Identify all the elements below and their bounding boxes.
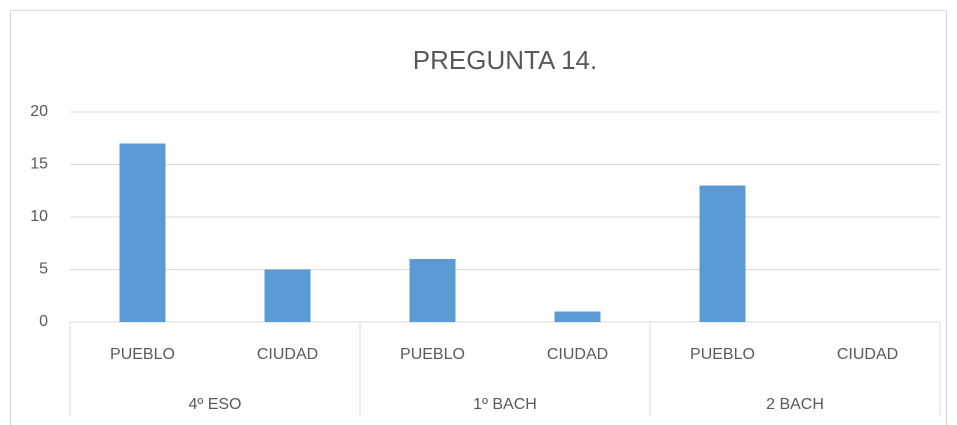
y-tick-label: 0 — [39, 313, 48, 330]
bar — [699, 185, 746, 322]
group-label: 1º BACH — [473, 396, 537, 413]
bar — [554, 311, 601, 322]
x-tick-label: CIUDAD — [547, 346, 608, 363]
x-tick-label: PUEBLO — [690, 346, 755, 363]
chart-border — [10, 10, 947, 425]
y-tick-label: 10 — [30, 208, 48, 225]
x-tick-label: PUEBLO — [110, 346, 175, 363]
group-label: 4º ESO — [189, 396, 242, 413]
x-tick-label: CIUDAD — [257, 346, 318, 363]
chart-title: PREGUNTA 14. — [413, 45, 597, 75]
x-tick-label: PUEBLO — [400, 346, 465, 363]
y-tick-label: 20 — [30, 103, 48, 120]
y-tick-label: 5 — [39, 261, 48, 278]
group-label: 2 BACH — [766, 396, 824, 413]
x-tick-label: CIUDAD — [837, 346, 898, 363]
y-tick-label: 15 — [30, 156, 48, 173]
bar — [264, 269, 311, 322]
bar — [409, 259, 456, 322]
bar — [119, 143, 166, 322]
